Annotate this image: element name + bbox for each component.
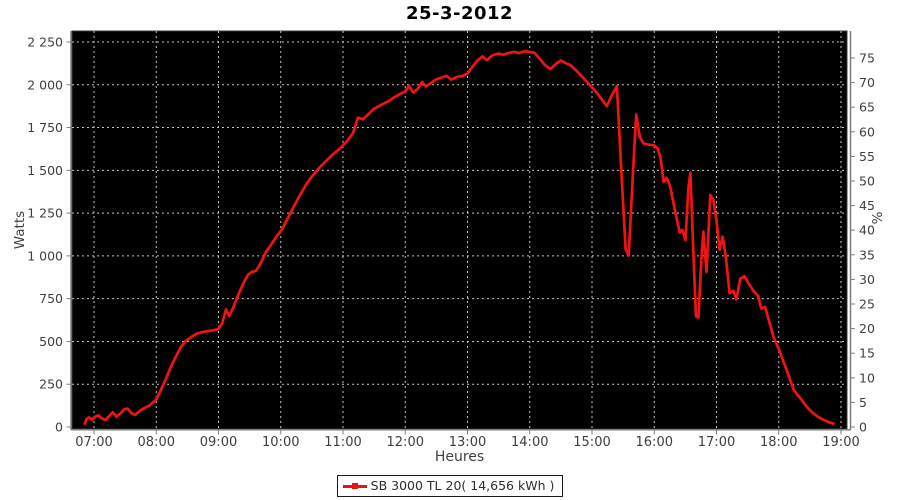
x-tick-label: 11:00 (324, 435, 361, 450)
legend: SB 3000 TL 20( 14,656 kWh ) (0, 475, 900, 497)
x-tick-label: 13:00 (449, 435, 486, 450)
right-tick-label: 35 (859, 247, 875, 262)
left-tick-label: 750 (39, 291, 63, 306)
right-tick-label: 30 (859, 272, 875, 287)
x-tick-label: 16:00 (636, 435, 673, 450)
left-tick-label: 1 250 (27, 206, 63, 221)
gridlines (72, 31, 847, 429)
series-line-marker-icon (342, 481, 367, 491)
left-axis-label: Watts (12, 210, 28, 250)
left-tick-label: 2 000 (27, 77, 63, 92)
x-tick-label: 17:00 (698, 435, 735, 450)
right-tick-label: 25 (859, 297, 875, 312)
x-tick-label: 18:00 (760, 435, 797, 450)
left-tick-label: 0 (55, 420, 63, 435)
x-tick-label: 19:00 (822, 435, 859, 450)
x-tick-label: 09:00 (200, 435, 237, 450)
left-tick-label: 1 000 (27, 248, 63, 263)
chart-title: 25-3-2012 (405, 3, 514, 24)
left-tick-label: 500 (39, 334, 63, 349)
right-tick-label: 15 (859, 346, 875, 361)
right-tick-label: 45 (859, 198, 875, 213)
x-tick-label: 07:00 (75, 435, 112, 450)
right-tick-label: 10 (859, 370, 875, 385)
right-tick-label: 60 (859, 124, 875, 139)
right-axis-label: % (870, 211, 886, 225)
tick-marks (66, 41, 855, 435)
plot-background (71, 30, 848, 430)
right-tick-label: 65 (859, 100, 875, 115)
legend-label: SB 3000 TL 20( 14,656 kWh ) (370, 478, 555, 493)
left-tick-label: 2 250 (27, 35, 63, 50)
right-tick-label: 75 (859, 51, 875, 66)
right-tick-label: 20 (859, 321, 875, 336)
right-tick-label: 50 (859, 174, 875, 189)
right-tick-label: 0 (859, 420, 867, 435)
right-tick-label: 55 (859, 149, 875, 164)
x-axis-label: Heures (434, 449, 485, 465)
left-tick-label: 1 750 (27, 120, 63, 135)
right-tick-label: 70 (859, 75, 875, 90)
x-tick-label: 14:00 (511, 435, 548, 450)
x-tick-label: 15:00 (573, 435, 610, 450)
x-tick-label: 10:00 (262, 435, 299, 450)
legend-box: SB 3000 TL 20( 14,656 kWh ) (336, 475, 564, 497)
right-tick-label: 5 (859, 395, 867, 410)
x-tick-label: 08:00 (138, 435, 175, 450)
left-tick-label: 250 (39, 377, 63, 392)
right-tick-label: 40 (859, 223, 875, 238)
x-tick-label: 12:00 (387, 435, 424, 450)
power-curve (83, 49, 835, 425)
left-tick-label: 1 500 (27, 163, 63, 178)
